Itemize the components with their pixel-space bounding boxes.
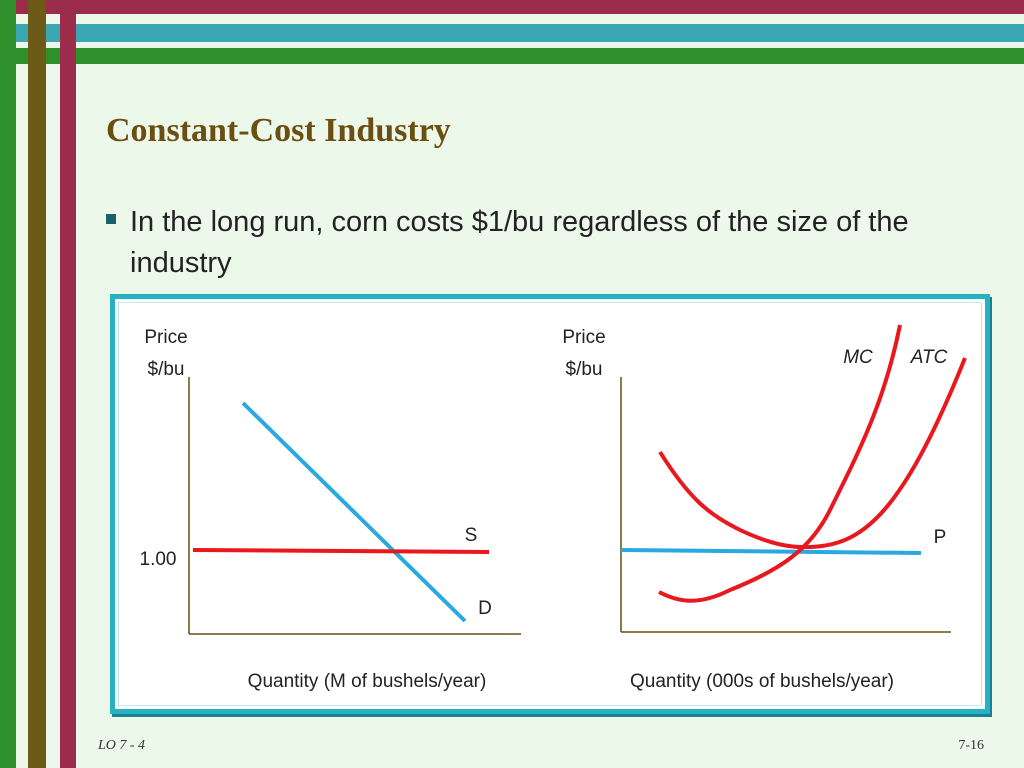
bullet-text: In the long run, corn costs $1/bu regard…	[130, 206, 909, 279]
bullet-square-icon	[106, 214, 116, 224]
supply-line	[192, 548, 490, 554]
bullet-point: In the long run, corn costs $1/bu regard…	[106, 202, 986, 284]
price-line	[620, 548, 922, 555]
left-band-olive	[28, 0, 46, 768]
demand-line	[241, 401, 467, 623]
left-y-label-unit: $/bu	[148, 359, 185, 380]
top-band-teal	[0, 24, 1024, 42]
right-y-label-price: Price	[562, 327, 605, 348]
frame-inner-border	[118, 302, 982, 706]
left-y-label-price: Price	[144, 327, 187, 348]
atc-curve	[658, 357, 967, 550]
left-band-maroon	[60, 0, 76, 768]
left-band-green	[0, 0, 16, 768]
top-band-maroon	[0, 0, 1024, 14]
atc-label: ATC	[910, 347, 948, 368]
left-price-tick: 1.00	[140, 549, 177, 570]
mc-curve	[658, 324, 902, 603]
right-chart: Price $/bu MC ATC P Quantity (000s of bu…	[562, 324, 967, 692]
diagram-frame	[110, 294, 990, 714]
footer-slide-number: 7-16	[958, 738, 984, 753]
price-label: P	[934, 527, 947, 548]
left-chart: Price $/bu 1.00 S D Quantity (M of bushe…	[140, 327, 521, 692]
slide-title: Constant-Cost Industry	[106, 112, 451, 149]
supply-label: S	[465, 525, 478, 546]
footer-learning-objective: LO 7 - 4	[98, 738, 146, 753]
right-x-label: Quantity (000s of bushels/year)	[630, 671, 894, 692]
left-x-label: Quantity (M of bushels/year)	[248, 671, 487, 692]
top-band-green	[0, 48, 1024, 64]
mc-label: MC	[843, 347, 873, 368]
right-y-label-unit: $/bu	[566, 359, 603, 380]
demand-label: D	[478, 598, 492, 619]
